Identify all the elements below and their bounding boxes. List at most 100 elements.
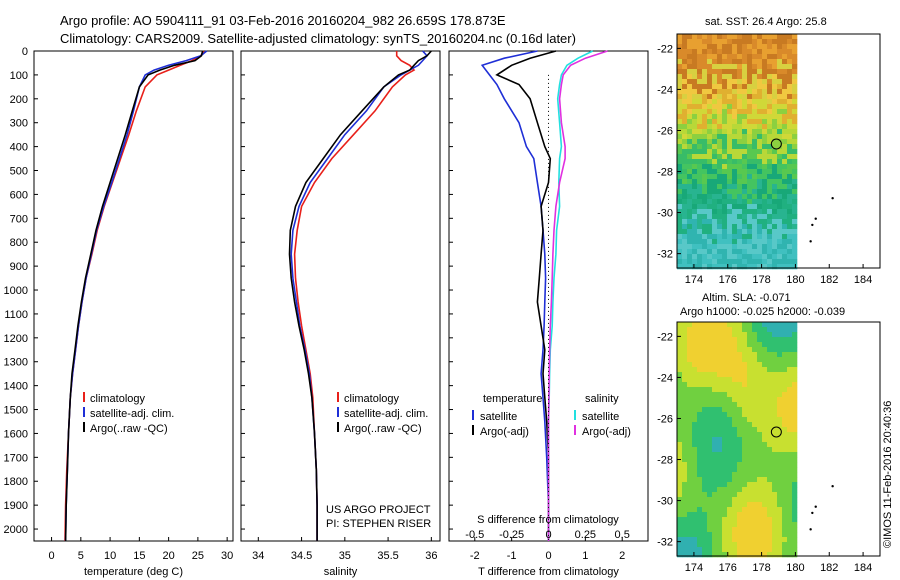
x-tick-label: 2 [619, 550, 625, 562]
map-cell [782, 532, 788, 538]
map-cell [762, 194, 768, 200]
map-cell [737, 342, 743, 348]
map-cell [677, 104, 683, 110]
map-cell [712, 154, 718, 160]
map-cell [717, 507, 723, 513]
map-cell [762, 352, 768, 358]
map-cell [687, 512, 693, 518]
map-cell [702, 84, 708, 90]
map-cell [692, 492, 698, 498]
map-cell [737, 209, 743, 215]
map-cell [697, 377, 703, 383]
x-tick-label: 25 [192, 550, 204, 562]
map-cell [792, 517, 798, 523]
map-cell [787, 462, 793, 468]
map-cell [702, 462, 708, 468]
map-cell [677, 149, 683, 155]
map-cell [747, 492, 753, 498]
map-cell [792, 259, 798, 265]
map-cell [767, 109, 773, 115]
map-cell [747, 512, 753, 518]
map-cell [682, 427, 688, 433]
map-cell [757, 139, 763, 145]
map-cell [697, 99, 703, 105]
map-cell [792, 407, 798, 413]
map-x-tick-label: 184 [854, 274, 872, 286]
map-cell [752, 407, 758, 413]
map-cell [692, 452, 698, 458]
map-cell [772, 234, 778, 240]
map-cell [712, 507, 718, 513]
map-cell [687, 487, 693, 493]
map-cell [722, 427, 728, 433]
imos-credit: ©IMOS 11-Feb-2016 20:40:36 [882, 400, 894, 548]
map-cell [747, 139, 753, 145]
map-cell [677, 219, 683, 225]
map-cell [767, 352, 773, 358]
map-cell [772, 337, 778, 343]
map-cell [777, 124, 783, 130]
map-cell [717, 467, 723, 473]
map-cell [702, 322, 708, 328]
map-cell [742, 467, 748, 473]
map-cell [737, 367, 743, 373]
map-cell [692, 229, 698, 235]
map-cell [722, 69, 728, 75]
map-cell [782, 357, 788, 363]
map-cell [737, 84, 743, 90]
map-cell [777, 332, 783, 338]
map-cell [677, 194, 683, 200]
x-tick-label: -1 [507, 550, 517, 562]
map-cell [787, 377, 793, 383]
map-cell [732, 169, 738, 175]
map-cell [787, 159, 793, 165]
sla-map-subtitle: Argo h1000: -0.025 h2000: -0.039 [680, 306, 846, 318]
map-cell [767, 517, 773, 523]
map-cell [702, 452, 708, 458]
map-cell [782, 154, 788, 160]
map-cell [777, 542, 783, 548]
map-cell [687, 332, 693, 338]
map-cell [737, 332, 743, 338]
map-cell [752, 239, 758, 245]
map-cell [722, 144, 728, 150]
map-cell [702, 194, 708, 200]
map-cell [792, 357, 798, 363]
map-cell [682, 352, 688, 358]
map-cell [717, 502, 723, 508]
map-cell [687, 159, 693, 165]
map-cell [692, 527, 698, 533]
map-cell [722, 357, 728, 363]
map-cell [692, 214, 698, 220]
depth-tick-label: 2000 [4, 524, 28, 536]
map-cell [712, 254, 718, 260]
map-cell [687, 59, 693, 65]
map-cell [737, 194, 743, 200]
map-cell [787, 49, 793, 55]
map-cell [702, 59, 708, 65]
map-cell [742, 239, 748, 245]
map-cell [757, 219, 763, 225]
map-cell [752, 184, 758, 190]
map-cell [792, 214, 798, 220]
map-cell [702, 64, 708, 70]
map-cell [737, 264, 743, 270]
map-cell [737, 452, 743, 458]
map-cell [692, 462, 698, 468]
map-cell [717, 327, 723, 333]
map-cell [777, 527, 783, 533]
map-cell [772, 219, 778, 225]
map-cell [742, 502, 748, 508]
map-cell [772, 134, 778, 140]
map-cell [682, 149, 688, 155]
map-cell [692, 372, 698, 378]
map-cell [687, 452, 693, 458]
map-cell [732, 194, 738, 200]
map-cell [687, 492, 693, 498]
map-cell [677, 259, 683, 265]
map-cell [722, 352, 728, 358]
map-cell [742, 442, 748, 448]
map-cell [702, 362, 708, 368]
map-cell [732, 417, 738, 423]
map-cell [752, 59, 758, 65]
